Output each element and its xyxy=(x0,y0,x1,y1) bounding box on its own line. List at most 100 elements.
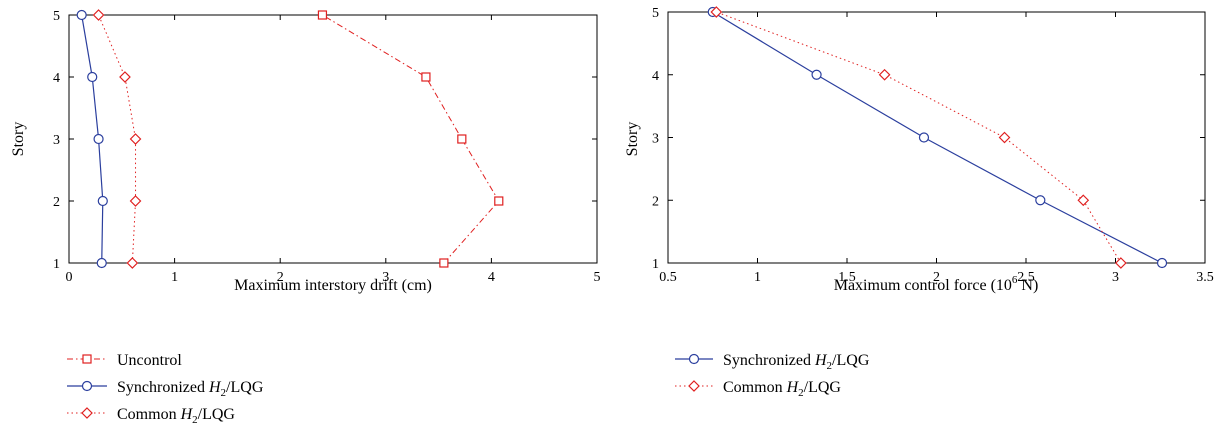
legend-sync-h-left: H xyxy=(208,379,222,396)
legend-entry-common-right: Common H2/LQG xyxy=(675,379,841,399)
legend-diamond-marker-right xyxy=(688,380,700,392)
data-point-common-h2-lqg-right xyxy=(1077,194,1090,207)
legend-sync-h-right: H xyxy=(814,352,828,369)
x-tick-label-left: 3 xyxy=(382,270,389,285)
data-point-common-h2-lqg-left xyxy=(129,133,142,145)
legend-common-h-left: H xyxy=(180,406,194,423)
y-tick-label-left: 3 xyxy=(53,133,60,148)
x-tick-label-left: 5 xyxy=(594,270,601,285)
y-tick-label-right: 1 xyxy=(652,257,659,272)
data-point-uncontrol-left xyxy=(421,72,431,82)
legend-common-sub-right: 2 xyxy=(798,387,804,399)
series-left xyxy=(76,9,504,269)
y-tick-label-left: 2 xyxy=(53,195,60,210)
legend-label-uncontrol: Uncontrol xyxy=(117,352,182,369)
legend-label-common-left: Common H2/LQG xyxy=(117,406,235,426)
data-point-uncontrol-left xyxy=(439,258,449,268)
legend-label-common-right: Common H2/LQG xyxy=(723,379,841,399)
data-point-synchronized-h2-lqg-right xyxy=(1035,195,1046,206)
legend-square-marker xyxy=(82,354,92,364)
y-tick-label-right: 2 xyxy=(652,194,659,209)
data-point-common-h2-lqg-left xyxy=(126,257,139,269)
x-tick-label-left: 1 xyxy=(171,270,178,285)
data-point-synchronized-h2-lqg-right xyxy=(1156,257,1168,269)
x-tick-label-right: 2.5 xyxy=(1017,270,1035,285)
legend-sync-prefix-left: Synchronized xyxy=(117,379,209,396)
legend-sync-suffix-left: /LQG xyxy=(226,379,264,396)
plot-frame-left xyxy=(68,14,598,264)
y-tick-label-right: 5 xyxy=(652,6,659,21)
legend-label-synchronized-left: Synchronized H2/LQG xyxy=(117,379,264,399)
legend-common-suffix-right: /LQG xyxy=(804,379,842,396)
x-tick-label-right: 3 xyxy=(1112,270,1119,285)
data-point-synchronized-h2-lqg-left xyxy=(97,195,108,207)
legend-left: Uncontrol Synchronized H2/LQG Common H2/… xyxy=(67,352,264,426)
data-point-synchronized-h2-lqg-left xyxy=(76,9,87,21)
data-point-synchronized-h2-lqg-left xyxy=(93,133,104,145)
y-axis-label-right: Story xyxy=(624,122,641,157)
legend-sync-sub-left: 2 xyxy=(221,387,227,399)
x-tick-label-right: 3.5 xyxy=(1196,270,1214,285)
series-line-uncontrol-left xyxy=(322,14,500,264)
legend-circle-marker-right xyxy=(688,353,700,365)
legend-common-sub-left: 2 xyxy=(192,414,198,426)
legend-diamond-marker-left xyxy=(81,407,93,419)
x-axis-label-left: Maximum interstory drift (cm) xyxy=(234,277,432,294)
legend-common-suffix-left: /LQG xyxy=(198,406,236,423)
data-point-uncontrol-left xyxy=(317,10,328,20)
plot-frame-right xyxy=(667,11,1206,264)
y-tick-label-right: 3 xyxy=(652,132,659,147)
data-point-uncontrol-left xyxy=(494,196,504,206)
y-tick-label-left: 5 xyxy=(53,9,60,24)
data-point-synchronized-h2-lqg-left xyxy=(87,71,98,83)
legend-entry-synchronized-right: Synchronized H2/LQG xyxy=(675,352,870,372)
series-right xyxy=(707,6,1168,269)
data-point-common-h2-lqg-left xyxy=(129,195,142,207)
x-tick-label-right: 1.5 xyxy=(838,270,856,285)
y-tick-label-left: 4 xyxy=(53,71,60,86)
x-tick-label-left: 4 xyxy=(488,270,495,285)
legend-circle-marker-left xyxy=(81,380,93,392)
data-point-synchronized-h2-lqg-right xyxy=(811,69,822,80)
series-line-common-h2-lqg-left xyxy=(98,14,137,264)
x-axis-label-right-suffix: N) xyxy=(1017,277,1038,294)
data-point-common-h2-lqg-right xyxy=(710,6,723,18)
data-point-common-h2-lqg-left xyxy=(92,9,105,21)
x-tick-label-right: 0.5 xyxy=(659,270,677,285)
legend-sync-suffix-right: /LQG xyxy=(832,352,870,369)
data-point-common-h2-lqg-left xyxy=(119,71,131,83)
legend-sync-prefix-right: Synchronized xyxy=(723,352,815,369)
legend-sync-sub-right: 2 xyxy=(827,360,833,372)
x-tick-label-right: 2 xyxy=(933,270,940,285)
y-tick-label-left: 1 xyxy=(53,257,60,272)
x-tick-label-left: 0 xyxy=(66,270,73,285)
data-point-uncontrol-left xyxy=(457,134,467,144)
legend-label-synchronized-right: Synchronized H2/LQG xyxy=(723,352,870,372)
x-tick-label-left: 2 xyxy=(277,270,284,285)
legend-entry-common-left: Common H2/LQG xyxy=(67,406,235,426)
data-point-synchronized-h2-lqg-left xyxy=(96,257,107,269)
x-axis-label-right: Maximum control force (106 N) xyxy=(834,274,1039,294)
data-point-common-h2-lqg-right xyxy=(878,68,891,81)
legend-entry-uncontrol: Uncontrol xyxy=(67,352,182,369)
legend-common-prefix-right: Common xyxy=(723,379,787,396)
x-axis-label-right-exponent: 6 xyxy=(1012,274,1018,286)
y-tick-label-right: 4 xyxy=(652,69,659,84)
legend-common-h-right: H xyxy=(786,379,800,396)
data-point-common-h2-lqg-right xyxy=(998,131,1011,144)
x-tick-label-right: 1 xyxy=(754,270,761,285)
legend-right: Synchronized H2/LQG Common H2/LQG xyxy=(675,352,870,399)
x-axis-label-right-prefix: Maximum control force (10 xyxy=(834,277,1012,294)
legend-entry-synchronized-left: Synchronized H2/LQG xyxy=(67,379,264,399)
legend-common-prefix-left: Common xyxy=(117,406,181,423)
data-point-synchronized-h2-lqg-right xyxy=(918,132,930,143)
data-point-common-h2-lqg-right xyxy=(1115,257,1127,269)
series-line-common-h2-lqg-right xyxy=(716,11,1122,264)
y-axis-label-left: Story xyxy=(10,122,27,157)
